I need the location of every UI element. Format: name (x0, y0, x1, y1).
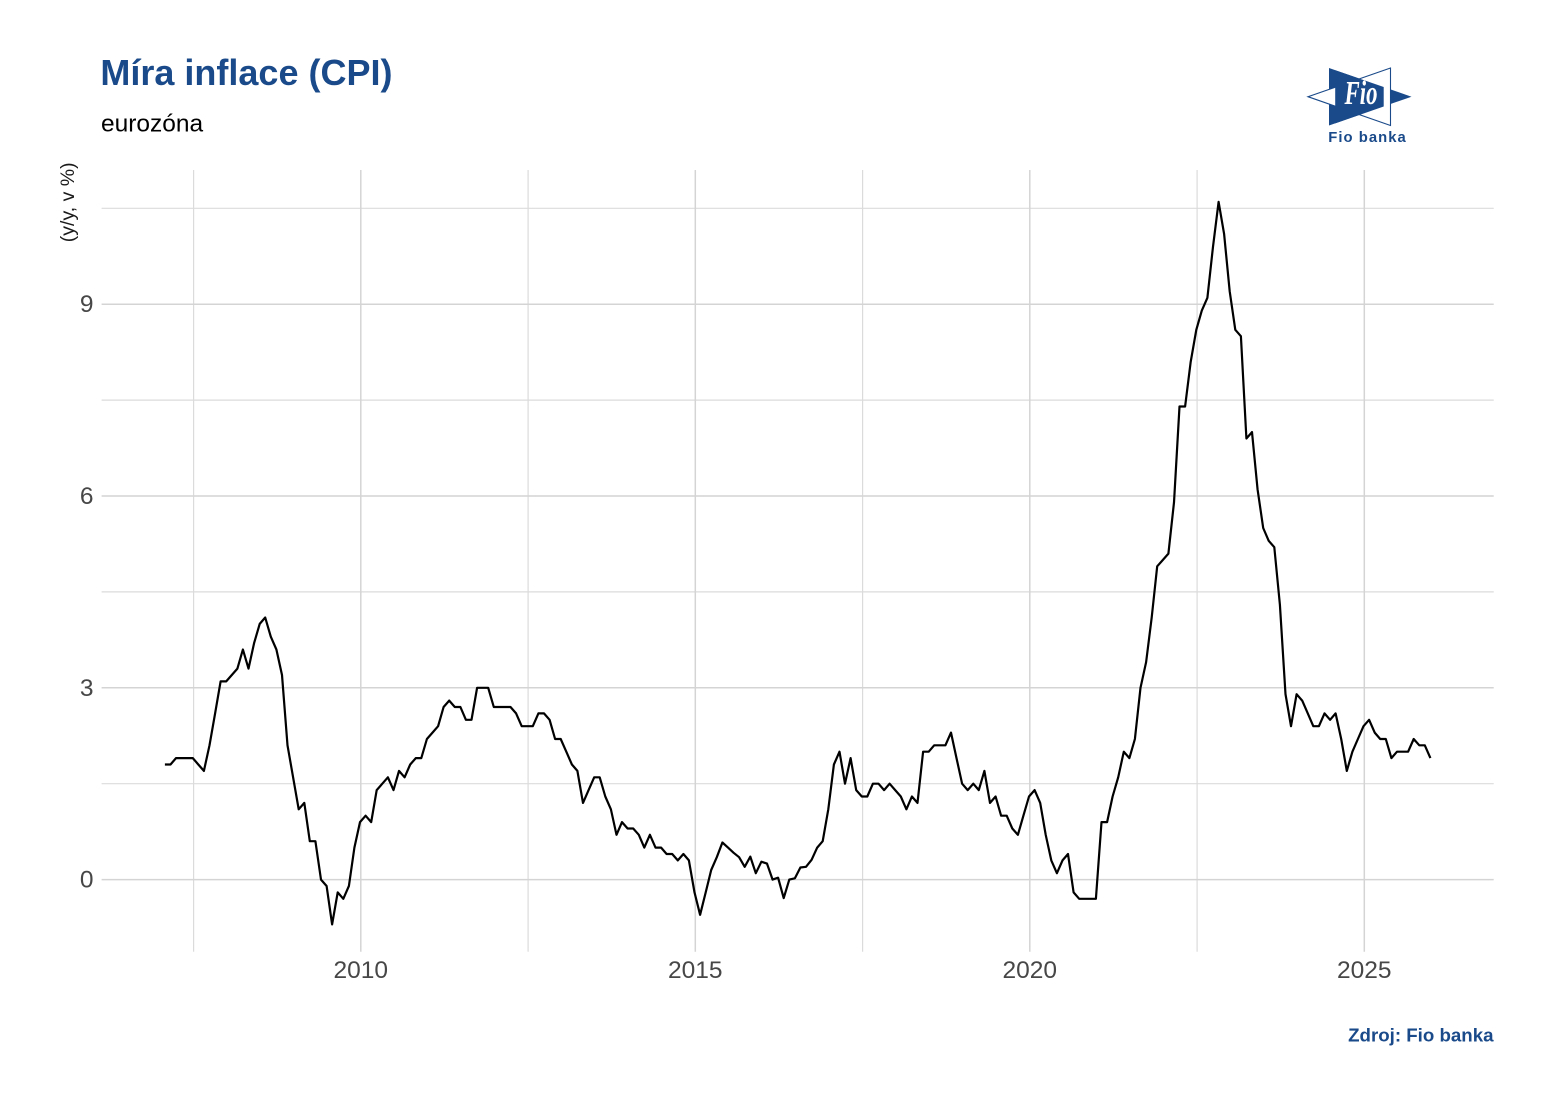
svg-text:6: 6 (80, 483, 94, 510)
svg-text:eurozóna: eurozóna (101, 111, 204, 138)
svg-text:2025: 2025 (1337, 957, 1392, 984)
svg-text:0: 0 (80, 867, 94, 894)
svg-text:2015: 2015 (668, 957, 723, 984)
svg-text:Zdroj: Fio banka: Zdroj: Fio banka (1348, 1024, 1494, 1045)
svg-text:Fio: Fio (1344, 75, 1378, 112)
svg-text:Míra inflace (CPI): Míra inflace (CPI) (100, 52, 392, 93)
svg-text:2020: 2020 (1003, 957, 1058, 984)
svg-text:3: 3 (80, 675, 94, 702)
svg-text:2010: 2010 (334, 957, 389, 984)
svg-text:(y/y, v %): (y/y, v %) (57, 162, 79, 242)
svg-text:9: 9 (80, 291, 94, 318)
svg-text:Fio banka: Fio banka (1328, 130, 1407, 146)
